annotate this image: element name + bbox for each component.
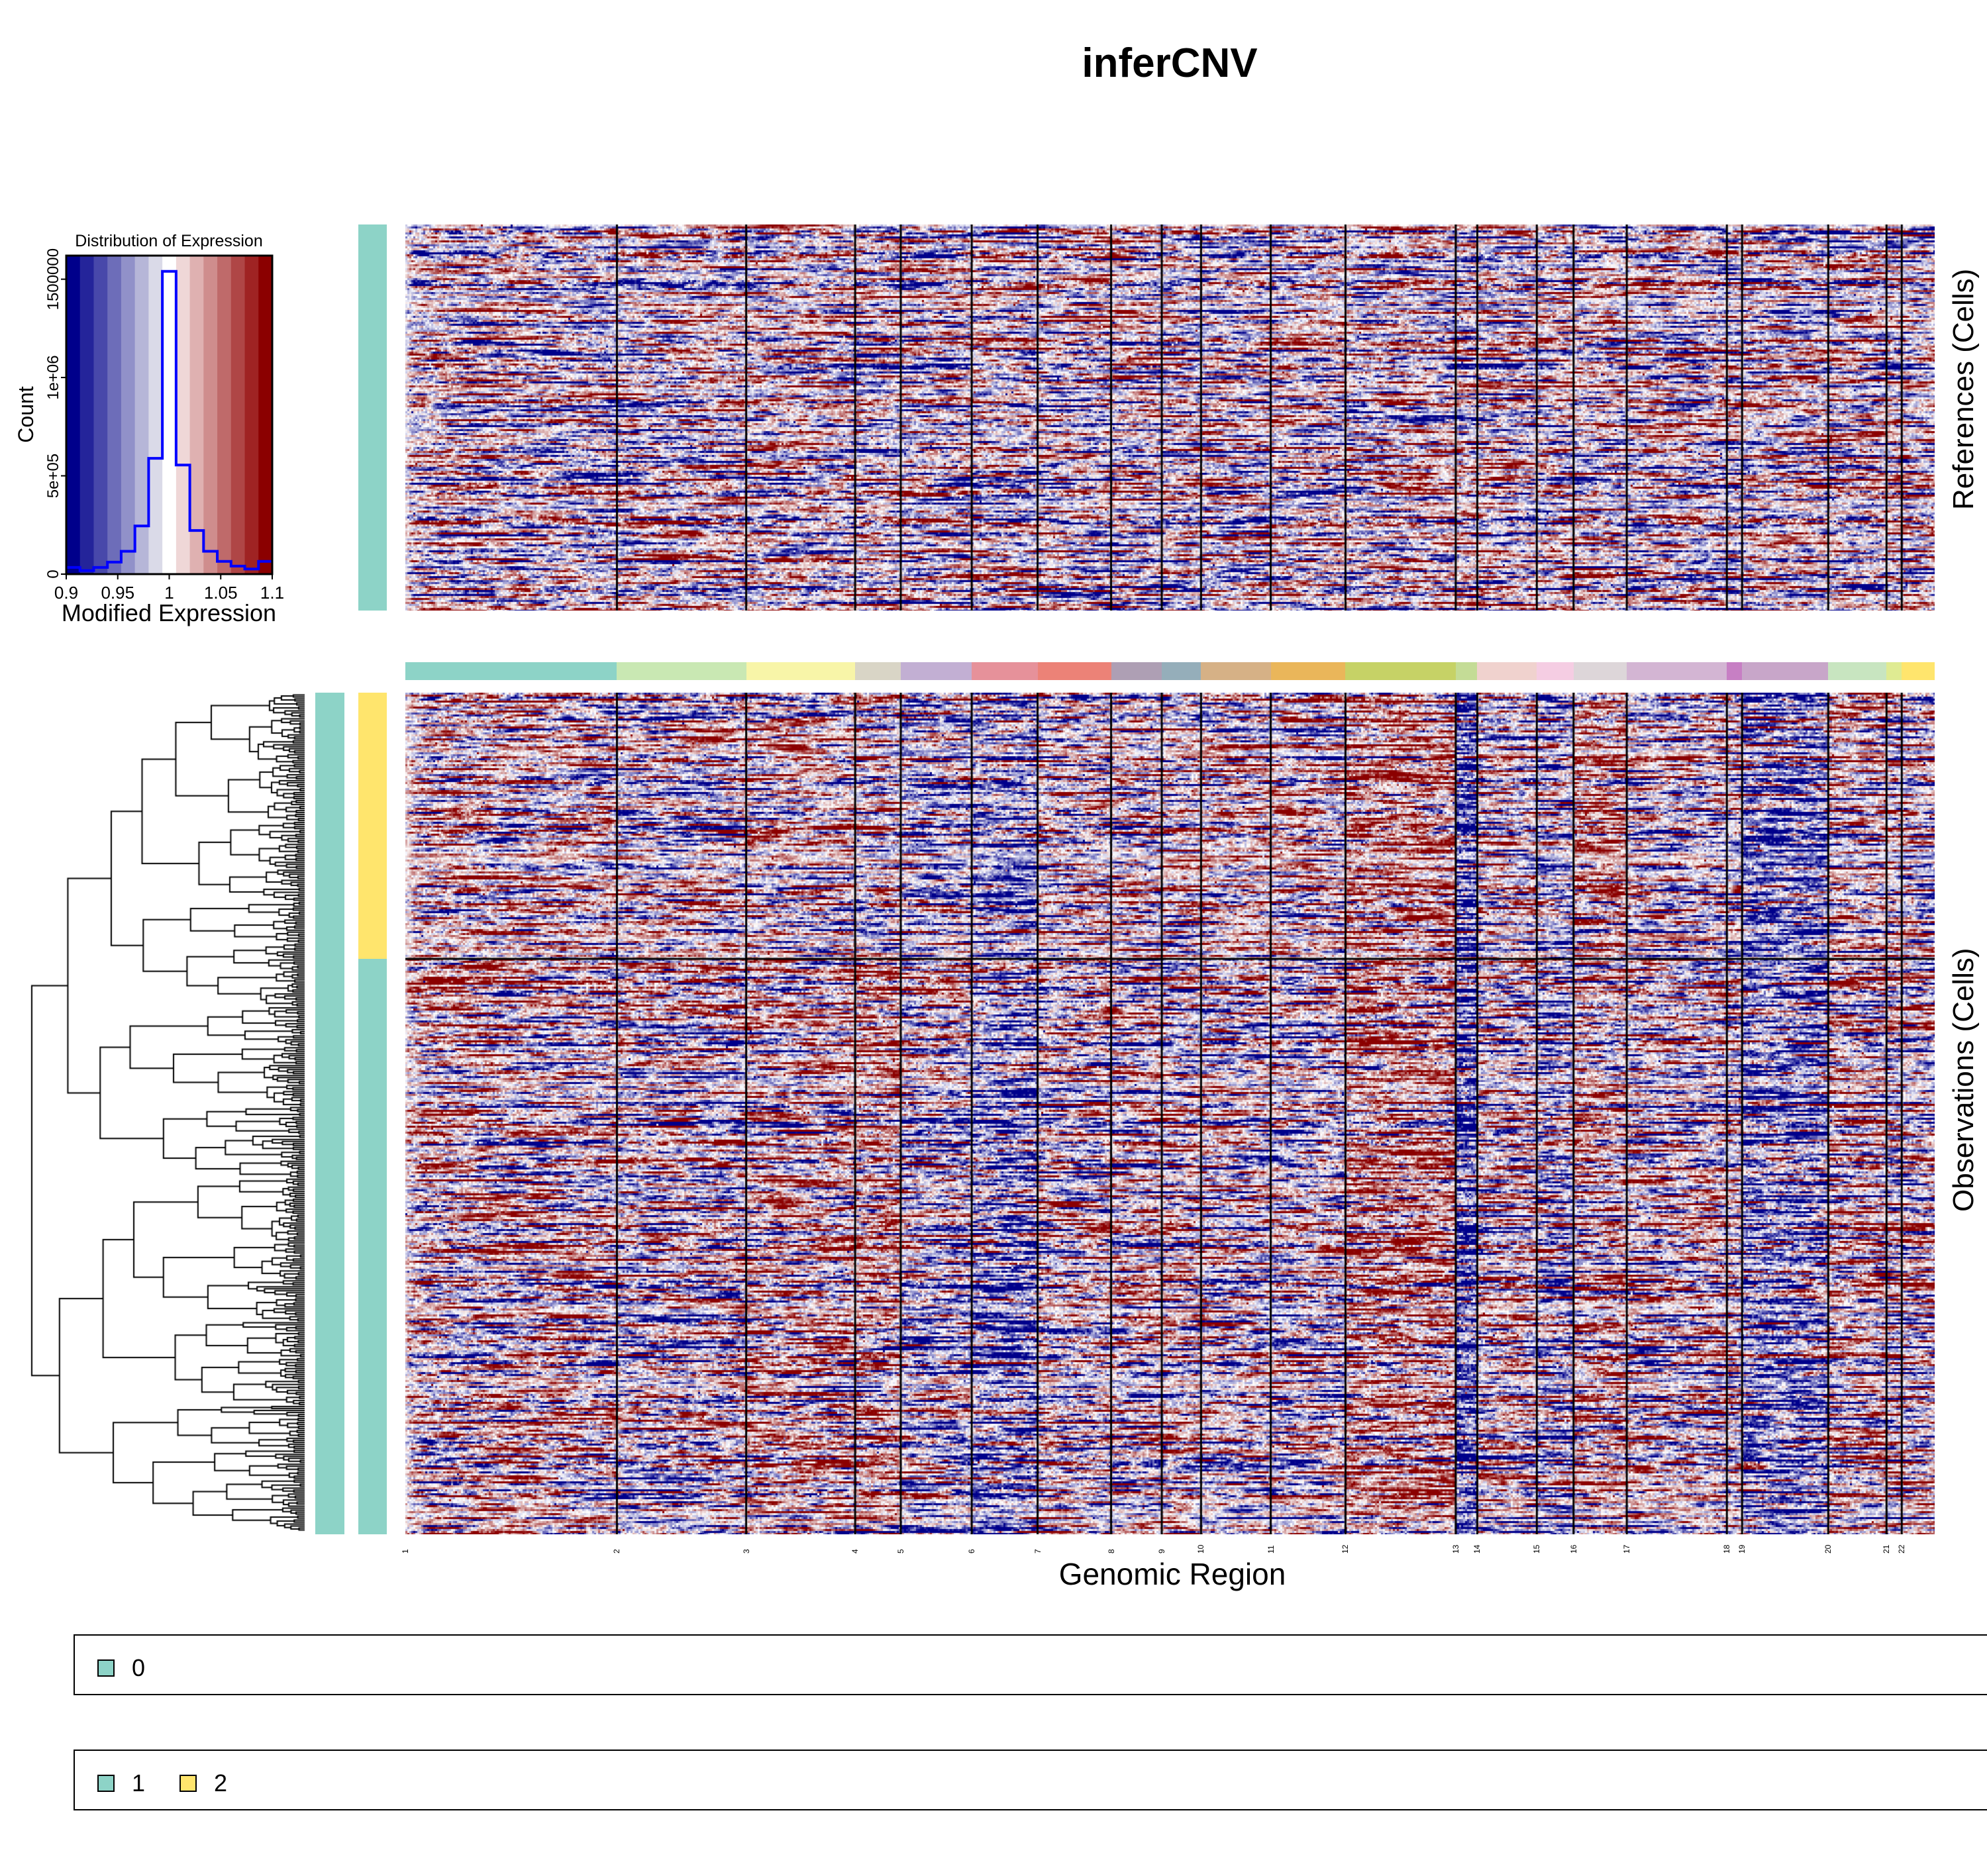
observation-group-bar xyxy=(358,693,387,1534)
legend-item: 2 xyxy=(179,1769,227,1797)
references-label: References (Cells) xyxy=(1947,268,1980,510)
chromosome-label: 4 xyxy=(850,1549,860,1554)
legend-label: 2 xyxy=(214,1769,228,1797)
histogram-band xyxy=(134,256,149,574)
histogram-band xyxy=(66,256,81,574)
reference-annotation-bar xyxy=(358,224,387,611)
y-tick-label: 0 xyxy=(44,569,62,578)
chromosome-segment-18 xyxy=(1727,662,1743,680)
chromosome-segment-6 xyxy=(972,662,1039,680)
chromosome-label: 6 xyxy=(967,1549,977,1554)
histogram-xlabel: Modified Expression xyxy=(62,599,276,626)
chromosome-label: 15 xyxy=(1532,1544,1542,1554)
x-tick-label: 1 xyxy=(164,583,174,603)
legend-swatch xyxy=(179,1775,197,1792)
chromosome-label: 16 xyxy=(1568,1544,1578,1554)
chromosome-segment-12 xyxy=(1345,662,1456,680)
chromosome-label: 5 xyxy=(895,1549,905,1554)
histogram-y-ticks: 0 5e+05 1e+06 1500000 xyxy=(44,248,66,579)
chromosome-segment-19 xyxy=(1742,662,1829,680)
histogram-band xyxy=(258,256,273,574)
legend-swatch xyxy=(97,1775,115,1792)
dendrogram xyxy=(7,691,311,1539)
chromosome-segment-4 xyxy=(855,662,901,680)
x-axis-label: Genomic Region xyxy=(1058,1557,1286,1591)
chromosome-label: 21 xyxy=(1882,1544,1892,1554)
chromosome-label: 13 xyxy=(1451,1544,1460,1554)
histogram-band xyxy=(79,256,94,574)
chromosome-segment-3 xyxy=(746,662,856,680)
chromosome-label: 12 xyxy=(1341,1544,1350,1554)
legend-label: 1 xyxy=(132,1769,146,1797)
histogram-color-bands xyxy=(66,256,273,574)
chromosome-label: 8 xyxy=(1106,1549,1116,1554)
chromosome-segment-21 xyxy=(1886,662,1902,680)
histogram-x-ticks: 0.9 0.95 1 1.05 1.1 xyxy=(54,574,284,603)
histogram-band xyxy=(148,256,163,574)
x-tick-label: 1.05 xyxy=(204,583,238,603)
histogram-band xyxy=(203,256,218,574)
chromosome-segment-10 xyxy=(1201,662,1272,680)
chromosome-label: 18 xyxy=(1722,1544,1732,1554)
histogram-band xyxy=(176,256,191,574)
histogram-band xyxy=(93,256,108,574)
chromosome-segment-16 xyxy=(1573,662,1627,680)
chromosome-label: 3 xyxy=(741,1549,751,1554)
chromosome-label: 19 xyxy=(1737,1544,1747,1554)
observation-cluster-bar xyxy=(315,693,344,1534)
y-tick-label: 5e+05 xyxy=(44,454,62,498)
legend-label: 0 xyxy=(132,1654,146,1681)
chromosome-color-bar xyxy=(405,662,1935,680)
histogram-ylabel: Count xyxy=(14,386,38,443)
x-tick-label: 0.95 xyxy=(101,583,134,603)
x-tick-label: 0.9 xyxy=(54,583,78,603)
histogram-line xyxy=(66,270,272,572)
histogram-band xyxy=(121,256,136,574)
histogram-band xyxy=(230,256,246,574)
plot-title: inferCNV xyxy=(1082,40,1258,86)
chromosome-label: 9 xyxy=(1157,1549,1167,1554)
chromosome-label: 17 xyxy=(1622,1544,1632,1554)
histogram-band xyxy=(189,256,204,574)
references-heatmap xyxy=(405,224,1935,611)
histogram-title: Distribution of Expression xyxy=(75,232,262,250)
legend-item: 1 xyxy=(97,1769,145,1797)
legend-swatch xyxy=(97,1659,115,1677)
observations-label: Observations (Cells) xyxy=(1947,948,1980,1212)
histogram-band xyxy=(107,256,122,574)
chromosome-segment-2 xyxy=(617,662,747,680)
chromosome-segment-7 xyxy=(1037,662,1112,680)
chromosome-segment-17 xyxy=(1627,662,1727,680)
chromosome-segment-13 xyxy=(1455,662,1478,680)
histogram-band xyxy=(162,256,177,574)
legend-references: 0 xyxy=(74,1634,1987,1695)
chromosome-label: 10 xyxy=(1196,1544,1206,1554)
chromosome-segment-14 xyxy=(1477,662,1537,680)
chromosome-segment-8 xyxy=(1111,662,1162,680)
chromosome-segment-9 xyxy=(1162,662,1201,680)
y-tick-label: 1e+06 xyxy=(44,355,62,399)
chromosome-label: 20 xyxy=(1823,1544,1833,1554)
chromosome-label: 2 xyxy=(612,1549,622,1554)
legend-item: 0 xyxy=(97,1654,145,1682)
observations-heatmap xyxy=(405,693,1935,1534)
expression-histogram: Distribution of Expression Modified Expr… xyxy=(14,232,284,626)
chromosome-segment-1 xyxy=(405,662,617,680)
chromosome-segment-11 xyxy=(1270,662,1346,680)
chromosome-label: 7 xyxy=(1033,1549,1043,1554)
chromosome-segment-15 xyxy=(1537,662,1574,680)
chromosome-segment-22 xyxy=(1902,662,1935,680)
chromosome-label: 1 xyxy=(401,1549,410,1554)
chromosome-label: 11 xyxy=(1266,1545,1276,1554)
chromosome-label: 22 xyxy=(1897,1544,1907,1554)
x-tick-label: 1.1 xyxy=(260,583,284,603)
y-tick-label: 1500000 xyxy=(44,248,62,310)
histogram-band xyxy=(244,256,259,574)
legend-observations: 1 2 xyxy=(74,1750,1987,1810)
histogram-band xyxy=(217,256,232,574)
chromosome-label: 14 xyxy=(1472,1544,1482,1554)
chromosome-segment-5 xyxy=(900,662,972,680)
chromosome-segment-20 xyxy=(1828,662,1887,680)
